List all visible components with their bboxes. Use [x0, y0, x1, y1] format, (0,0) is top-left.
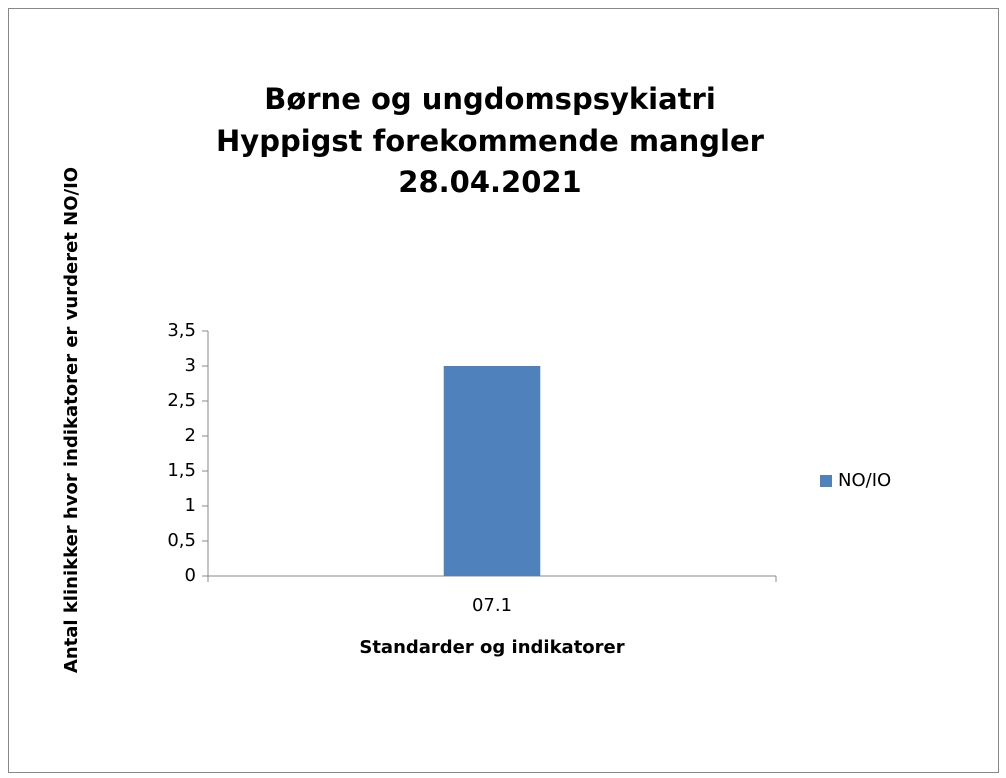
- y-tick-label: 2,5: [167, 390, 196, 411]
- y-tick-label: 3: [185, 355, 196, 376]
- y-tick-label: 0: [185, 565, 196, 586]
- legend-swatch: [820, 475, 832, 487]
- y-axis-title: Antal klinikker hvor indikatorer er vurd…: [61, 167, 82, 673]
- y-tick-label: 0,5: [167, 530, 196, 551]
- y-tick-label: 1: [185, 495, 196, 516]
- y-tick-label: 1,5: [167, 460, 196, 481]
- x-tick-label: 07.1: [472, 595, 512, 616]
- legend-label: NO/IO: [838, 470, 891, 491]
- chart-title: 28.04.2021: [398, 165, 581, 199]
- y-tick-label: 3,5: [167, 320, 196, 341]
- x-axis-title: Standarder og indikatorer: [359, 637, 624, 658]
- chart-title: Børne og ungdomspsykiatri: [264, 82, 716, 116]
- chart-title: Hyppigst forekommende mangler: [216, 124, 765, 158]
- y-tick-label: 2: [185, 425, 196, 446]
- bar: [443, 366, 541, 576]
